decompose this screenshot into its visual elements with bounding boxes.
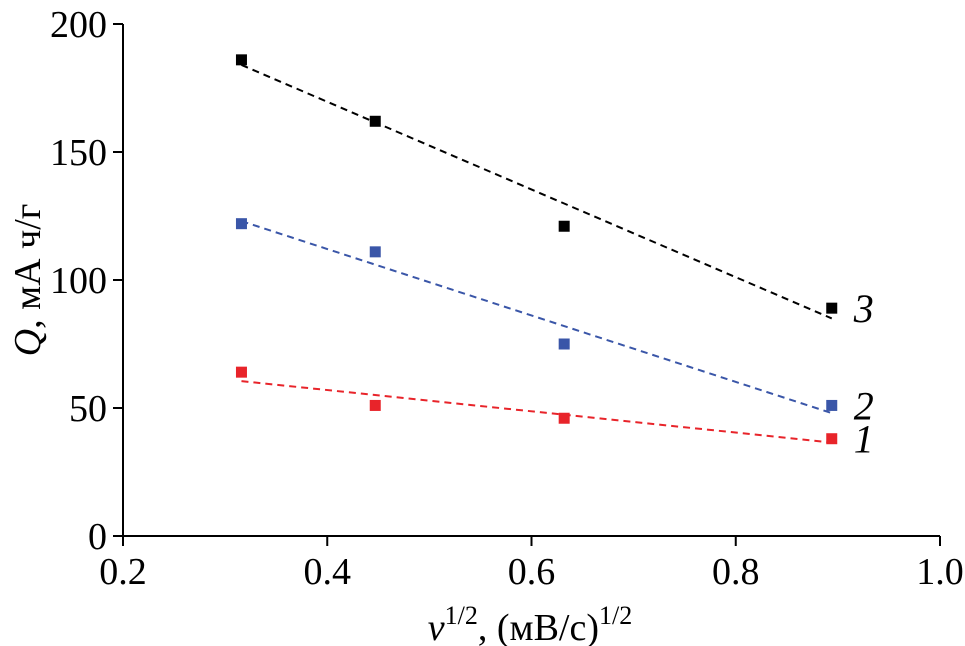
plot-area bbox=[235, 54, 838, 445]
x-axis-title: v1/2, (мВ/с)1/2 bbox=[428, 601, 632, 646]
y-tick-label: 50 bbox=[69, 388, 107, 430]
series-label-3: 3 bbox=[853, 286, 874, 331]
x-axis-rest: , (мВ/с) bbox=[478, 607, 599, 646]
x-tick-label: 0.8 bbox=[712, 551, 760, 593]
data-point-series-1 bbox=[558, 412, 570, 424]
data-point-series-3 bbox=[235, 54, 247, 66]
data-point-series-3 bbox=[826, 302, 838, 314]
y-tick-label: 200 bbox=[50, 4, 107, 46]
trend-line-series-2 bbox=[241, 220, 833, 415]
x-axis-ticks: 0.2 0.4 0.6 0.8 1.0 bbox=[99, 536, 964, 593]
data-point-series-2 bbox=[235, 218, 247, 230]
data-point-series-3 bbox=[369, 115, 381, 127]
y-axis-rest: , мА ч/г bbox=[7, 204, 49, 329]
axes bbox=[122, 24, 940, 537]
x-axis-sup: 1/2 bbox=[445, 601, 478, 630]
x-tick-label: 0.6 bbox=[508, 551, 556, 593]
series-labels: 12 3 bbox=[853, 286, 874, 462]
y-tick-label: 100 bbox=[50, 260, 107, 302]
y-axis-ticks: 0 50 100 150 200 bbox=[50, 4, 123, 558]
x-tick-label: 0.4 bbox=[304, 551, 352, 593]
data-point-series-2 bbox=[369, 246, 381, 258]
data-point-series-2 bbox=[826, 399, 838, 411]
y-tick-label: 150 bbox=[50, 132, 107, 174]
series-label-2: 2 bbox=[854, 383, 874, 428]
x-axis-sup2: 1/2 bbox=[599, 601, 632, 630]
trend-line-series-1 bbox=[241, 380, 832, 444]
x-tick-label: 0.2 bbox=[99, 551, 147, 593]
y-tick-label: 0 bbox=[88, 516, 107, 558]
y-axis-title: Q, мА ч/г bbox=[7, 204, 49, 357]
data-point-series-1 bbox=[369, 399, 381, 411]
data-point-series-1 bbox=[826, 433, 838, 445]
trend-line-series-3 bbox=[241, 64, 833, 320]
data-point-series-2 bbox=[558, 338, 570, 350]
data-point-series-3 bbox=[558, 220, 570, 232]
series-label-1: 1 bbox=[854, 417, 874, 462]
x-axis-var: v bbox=[428, 607, 445, 646]
x-tick-label: 1.0 bbox=[916, 551, 964, 593]
y-axis-var: Q bbox=[7, 329, 49, 356]
data-point-series-1 bbox=[235, 366, 247, 378]
